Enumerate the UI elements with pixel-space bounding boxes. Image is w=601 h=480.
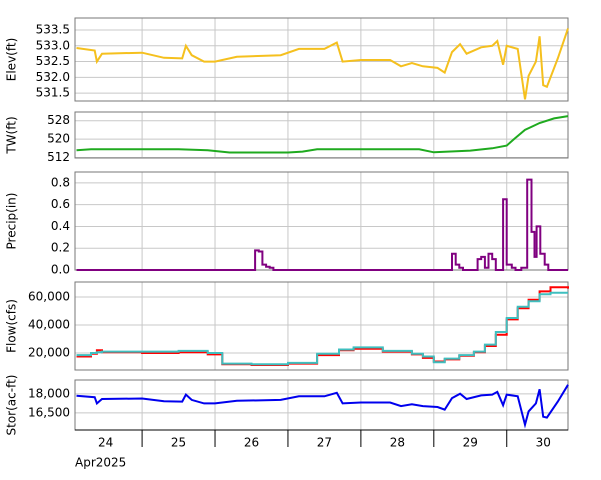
y-tick-label: 533.0 [36,38,70,52]
panel-frame [74,17,569,102]
y-axis-label: TW(ft) [5,116,19,154]
y-tick-label: 0.2 [51,241,70,255]
data-line [76,28,569,100]
y-axis-label: Flow(cfs) [5,299,19,353]
x-tick-label: 29 [463,436,478,450]
y-tick-label: 0.6 [51,197,70,211]
y-tick-label: 531.5 [36,86,70,100]
y-tick-label: 40,000 [28,318,70,332]
y-tick-label: 16,500 [28,405,70,419]
y-axis-label: Precip(in) [5,193,19,250]
data-line [76,115,569,154]
y-tick-label: 532.0 [36,70,70,84]
x-tick-label: 24 [98,436,113,450]
y-tick-label: 20,000 [28,346,70,360]
y-tick-label: 528 [47,113,70,127]
x-tick-label: 27 [317,436,332,450]
y-tick-label: 512 [47,150,70,164]
y-tick-label: 0.8 [51,175,70,189]
x-tick-label: 25 [171,436,186,450]
step-line [76,178,568,271]
data-line [76,384,569,429]
x-tick-label: 28 [390,436,405,450]
y-tick-label: 60,000 [28,289,70,303]
panel-frame [74,111,569,159]
x-axis-label: Apr2025 [75,456,126,470]
y-axis-label: Elev(ft) [5,38,19,81]
x-tick-label: 30 [536,436,551,450]
step-line [76,291,568,366]
panel-frame [74,281,569,371]
y-tick-label: 520 [47,132,70,146]
panel-frame [74,171,569,271]
x-tick-label: 26 [244,436,259,450]
y-tick-label: 0.0 [51,263,70,277]
y-tick-label: 18,000 [28,386,70,400]
y-tick-label: 532.5 [36,54,70,68]
y-tick-label: 533.5 [36,22,70,36]
y-tick-label: 0.4 [51,219,70,233]
y-axis-label: Stor(ac-ft) [5,375,19,436]
panel-frame [74,379,569,431]
